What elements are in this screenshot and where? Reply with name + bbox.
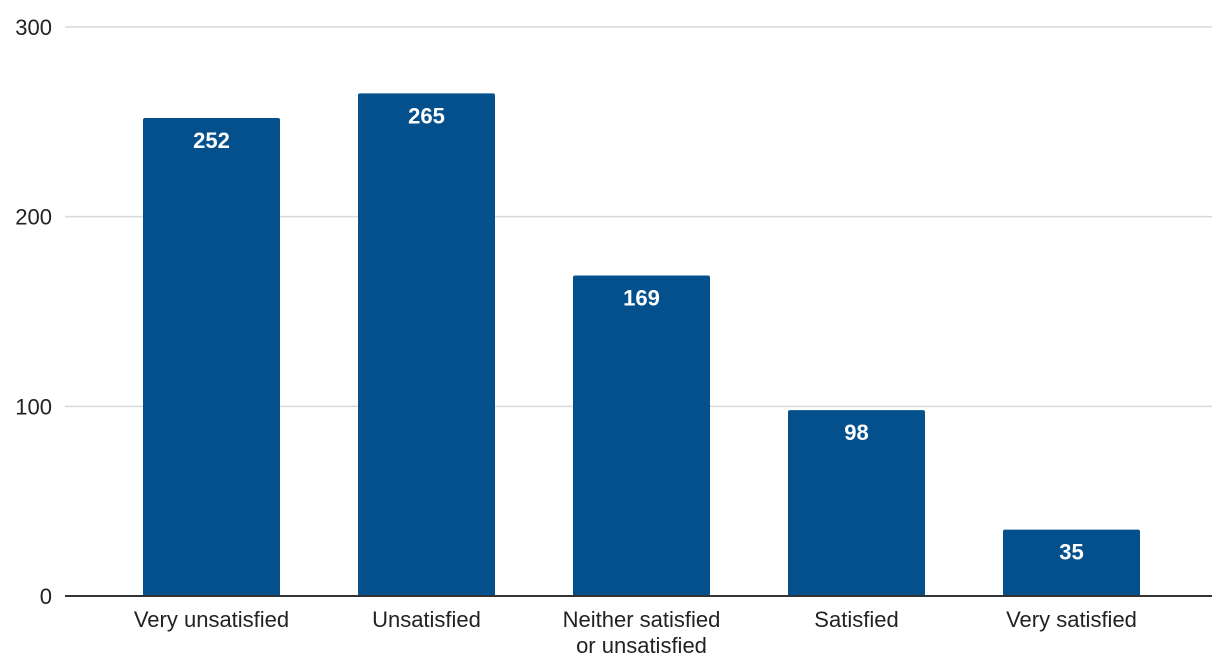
bar <box>1003 529 1140 596</box>
x-tick-label: Very unsatisfied <box>134 607 289 632</box>
data-label: 35 <box>1059 540 1083 565</box>
x-axis-ticks: Very unsatisfied Unsatisfied Neither satis… <box>134 607 1137 657</box>
x-tick-label: Satisfied <box>814 607 898 632</box>
y-tick-label: 200 <box>15 205 52 230</box>
y-tick-label: 300 <box>15 15 52 40</box>
bar <box>143 118 280 596</box>
data-label: 265 <box>408 103 445 128</box>
bar <box>788 410 925 596</box>
bar <box>573 275 710 596</box>
y-tick-label: 100 <box>15 394 52 419</box>
bars <box>143 93 1140 596</box>
bar <box>358 93 495 596</box>
data-label: 169 <box>623 285 660 310</box>
x-tick-label: Neither satisfied or unsatisfied <box>563 607 721 657</box>
y-axis-ticks: 0 100 200 300 <box>15 15 52 609</box>
data-label: 252 <box>193 128 230 153</box>
x-tick-label: Unsatisfied <box>372 607 481 632</box>
data-labels: 252 265 169 98 35 <box>193 103 1084 564</box>
data-label: 98 <box>844 420 868 445</box>
x-tick-label: Very satisfied <box>1006 607 1137 632</box>
y-tick-label: 0 <box>40 584 52 609</box>
